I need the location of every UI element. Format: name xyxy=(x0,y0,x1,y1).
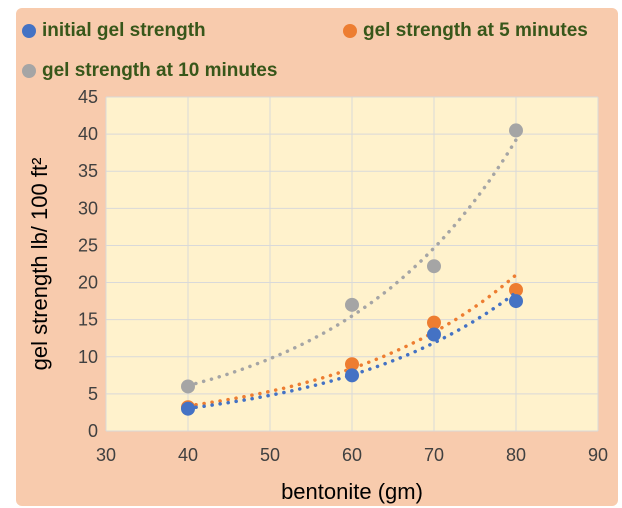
trendline-series-2 xyxy=(186,138,518,388)
data-point-series-1 xyxy=(345,357,359,372)
y-tick-label: 25 xyxy=(78,235,98,255)
y-tick-label: 40 xyxy=(78,124,98,144)
data-point-series-0 xyxy=(181,401,195,416)
legend-10-minutes: gel strength at 10 minutes xyxy=(22,60,277,82)
legend-5-minutes-marker xyxy=(343,24,357,38)
legend-initial: initial gel strength xyxy=(22,20,206,42)
data-point-series-2 xyxy=(509,123,523,138)
y-tick-label: 15 xyxy=(78,310,98,330)
y-axis-title: gel strength lb/ 100 ft² xyxy=(27,158,52,371)
y-tick-label: 35 xyxy=(78,161,98,181)
data-point-series-2 xyxy=(427,259,441,274)
data-point-series-2 xyxy=(181,379,195,394)
x-tick-label: 60 xyxy=(342,445,362,465)
y-tick-label: 30 xyxy=(78,198,98,218)
data-point-series-0 xyxy=(427,327,441,342)
data-point-series-0 xyxy=(345,368,359,383)
x-tick-label: 30 xyxy=(96,445,116,465)
data-point-series-2 xyxy=(345,297,359,312)
y-tick-label: 10 xyxy=(78,347,98,367)
legend-initial-marker xyxy=(22,24,36,38)
legend-5-minutes-label: gel strength at 5 minutes xyxy=(363,20,588,41)
legend-10-minutes-label: gel strength at 10 minutes xyxy=(42,60,278,81)
trendline-series-0 xyxy=(186,290,518,411)
x-axis-title: bentonite (gm) xyxy=(281,479,423,504)
y-tick-label: 20 xyxy=(78,273,98,293)
x-tick-label: 50 xyxy=(260,445,280,465)
data-point-series-1 xyxy=(427,315,441,330)
data-point-series-0 xyxy=(509,294,523,309)
y-tick-label: 45 xyxy=(78,87,98,107)
x-tick-label: 40 xyxy=(178,445,198,465)
legend-initial-label: initial gel strength xyxy=(42,20,206,41)
legend-5-minutes: gel strength at 5 minutes xyxy=(343,20,588,42)
y-tick-label: 0 xyxy=(88,421,98,441)
legend-10-minutes-marker xyxy=(22,64,36,78)
x-tick-label: 80 xyxy=(506,445,526,465)
x-tick-label: 90 xyxy=(588,445,608,465)
x-tick-label: 70 xyxy=(424,445,444,465)
y-tick-label: 5 xyxy=(88,384,98,404)
